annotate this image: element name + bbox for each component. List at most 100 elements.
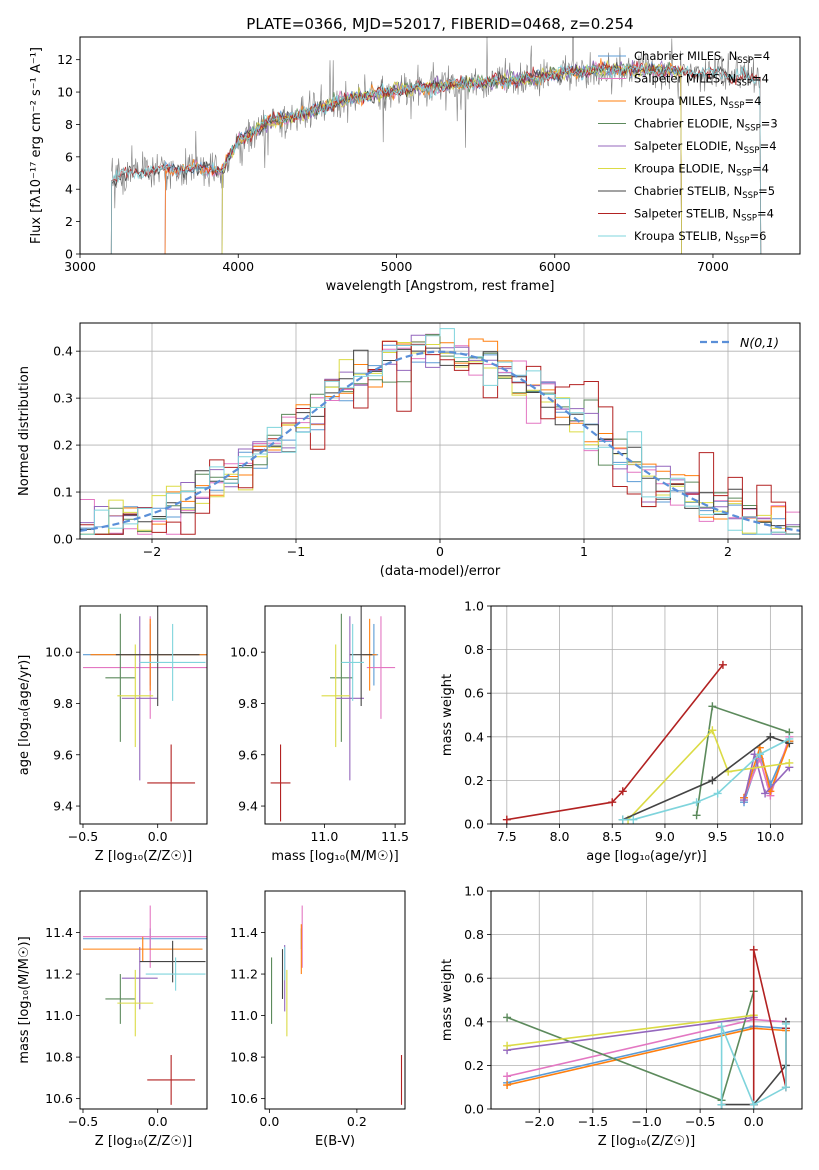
panel-residuals: −2 −1 0 1 2 0.0 0.1 0.2 0.3 0.4 (data-model)/error…: [17, 322, 801, 579]
legend-label: Chabrier MILES, NSSP=4: [634, 49, 770, 66]
y-tick-label: 10.6: [230, 1091, 258, 1106]
panel-age-vs-Z: −0.5 0.0 9.4 9.6 9.8 10.0 Z [log₁₀(Z/Z☉)] age […: [17, 605, 208, 864]
x-tick-label: −1.5: [578, 1114, 608, 1129]
y-tick-label: 9.4: [238, 799, 258, 814]
y-tick-label: 11.2: [45, 967, 73, 982]
legend-label: Kroupa MILES, NSSP=4: [634, 94, 761, 111]
plot-area: [503, 945, 790, 1109]
model-spectrum-line: [110, 60, 762, 254]
y-axis-label: mass weight: [440, 674, 455, 756]
y-tick-label: 10.0: [45, 645, 73, 660]
weight-series-line: [695, 705, 790, 816]
y-tick-label: 9.6: [238, 747, 258, 762]
error-bar-point: [349, 606, 373, 707]
weight-point-marker: [766, 732, 775, 741]
panel-spectrum: 3000 4000 5000 6000 7000 0 2 4 6 8 10 12 wavelength …: [29, 15, 801, 294]
error-bar-point: [335, 616, 364, 781]
x-tick-label: 6000: [539, 259, 571, 274]
legend-label: Kroupa ELODIE, NSSP=4: [634, 162, 769, 179]
error-bar-point: [105, 974, 136, 1024]
weight-point-marker: [708, 702, 717, 711]
chart-title: PLATE=0366, MJD=52017, FIBERID=0468, z=0…: [246, 15, 633, 33]
y-tick-label: 0.2: [464, 773, 484, 788]
y-tick-label: 0.1: [53, 485, 73, 500]
y-tick-label: 10.6: [45, 1091, 73, 1106]
x-axis-label: wavelength [Angstrom, rest frame]: [326, 279, 555, 294]
gaussian-curve: [80, 350, 800, 532]
y-tick-label: 4: [65, 182, 73, 197]
weight-point-marker: [503, 1081, 512, 1090]
x-tick-label: 1: [580, 544, 588, 559]
x-tick-label: −0.5: [685, 1114, 715, 1129]
error-bar-point: [147, 744, 196, 822]
weight-point-marker: [761, 789, 770, 798]
weight-point-marker: [503, 1013, 512, 1022]
x-tick-label: 8.0: [550, 829, 570, 844]
y-tick-label: 11.4: [45, 925, 73, 940]
x-tick-label: −0.5: [68, 829, 98, 844]
y-tick-label: 12: [57, 52, 73, 67]
panel-mass-vs-Z: −0.5 0.0 10.6 10.8 11.0 11.2 11.4 Z [log₁₀(Z/Z☉…: [17, 890, 208, 1149]
axes-frame: [79, 605, 208, 825]
x-tick-label: 0.0: [259, 1114, 279, 1129]
x-axis-label: E(B-V): [315, 1134, 355, 1149]
y-tick-label: 10.8: [230, 1050, 258, 1065]
y-tick-label: 8: [65, 117, 73, 132]
y-tick-label: 11.0: [45, 1008, 73, 1023]
weight-point-marker: [503, 1041, 512, 1050]
observed-spectrum-line: [111, 37, 761, 209]
y-tick-label: 0.8: [464, 642, 484, 657]
x-tick-label: −2.0: [524, 1114, 554, 1129]
weight-point-marker: [692, 811, 701, 820]
y-axis-label: Normed distribution: [17, 366, 32, 496]
plot-area: [82, 905, 207, 1105]
x-axis-label: Z [log₁₀(Z/Z☉)]: [598, 1134, 695, 1149]
x-tick-label: 11.5: [381, 829, 409, 844]
legend-label: Chabrier STELIB, NSSP=5: [634, 184, 775, 201]
weight-series-line: [622, 735, 790, 821]
x-axis-label: (data-model)/error: [380, 564, 501, 579]
weight-point-marker: [618, 815, 627, 824]
x-tick-label: 3000: [64, 259, 96, 274]
panel-age-vs-mass: 11.0 11.5 9.4 9.6 9.8 10.0 mass [log₁₀(M/M☉)]: [230, 605, 409, 864]
y-tick-label: 9.6: [53, 747, 73, 762]
y-tick-label: 9.4: [53, 799, 73, 814]
y-tick-label: 0: [65, 247, 73, 262]
x-tick-label: −0.5: [68, 1114, 98, 1129]
weight-point-marker: [740, 796, 749, 805]
axes-frame: [79, 322, 801, 540]
legend-label: Kroupa STELIB, NSSP=6: [634, 229, 766, 246]
y-tick-label: 10.8: [45, 1050, 73, 1065]
error-bar-point: [121, 616, 158, 781]
model-spectrum-line: [221, 61, 682, 254]
axes-frame: [79, 36, 801, 255]
y-tick-label: 0.4: [464, 729, 484, 744]
x-tick-label: 2: [724, 544, 732, 559]
y-tick-label: 0.0: [464, 1102, 484, 1117]
error-bar-point: [341, 623, 364, 701]
x-tick-label: 7000: [697, 259, 729, 274]
error-bar-point: [321, 644, 350, 748]
x-axis-label: age [log₁₀(age/yr)]: [586, 849, 707, 864]
plot-area: [110, 37, 762, 254]
error-bar-point: [139, 623, 206, 701]
y-tick-label: 0.6: [464, 971, 484, 986]
legend-label: Salpeter STELIB, NSSP=4: [634, 207, 774, 224]
error-bar-point: [366, 616, 396, 719]
y-tick-label: 11.4: [230, 925, 258, 940]
y-tick-label: 1.0: [464, 884, 484, 899]
axes-frame: [79, 890, 208, 1110]
y-tick-label: 10.0: [230, 645, 258, 660]
weight-point-marker: [785, 734, 794, 743]
y-tick-label: 1.0: [464, 599, 484, 614]
error-bar-point: [117, 644, 154, 748]
panel-mass-vs-ebv: 0.0 0.2 10.6 10.8 11.0 11.2 11.4 E(B-V): [230, 890, 406, 1149]
y-tick-label: 9.8: [238, 696, 258, 711]
x-tick-label: 0.0: [148, 829, 168, 844]
error-bar-point: [82, 905, 207, 968]
x-tick-label: 11.0: [310, 829, 338, 844]
x-tick-label: 9.0: [655, 829, 675, 844]
weight-point-marker: [503, 1072, 512, 1081]
axes-frame: [264, 890, 406, 1110]
weight-point-marker: [692, 798, 701, 807]
